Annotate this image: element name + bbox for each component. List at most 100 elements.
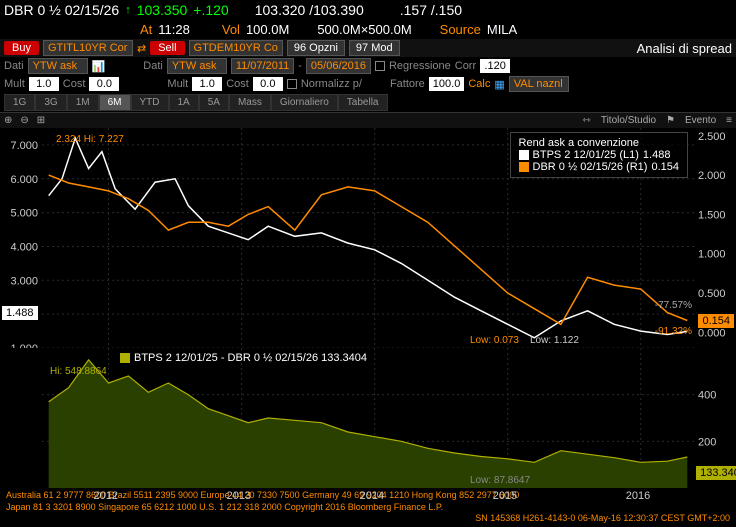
calc-label[interactable]: Calc [468, 78, 490, 90]
pct-2: -91.32% [655, 326, 692, 337]
flag-icon[interactable]: ⚑ [666, 115, 675, 126]
svg-text:6.000: 6.000 [10, 174, 38, 186]
svg-text:7.000: 7.000 [10, 140, 38, 152]
swap-icon[interactable]: ⇄ [137, 42, 146, 55]
svg-text:0.500: 0.500 [698, 288, 726, 300]
tab-1m[interactable]: 1M [67, 94, 99, 111]
mod-button[interactable]: 97 Mod [349, 40, 400, 56]
chart-mini-icon[interactable]: 📊 [92, 60, 106, 73]
svg-text:3.000: 3.000 [10, 275, 38, 287]
fattore-label: Fattore [390, 78, 425, 90]
val-naznl-input[interactable]: VAL naznl [509, 76, 569, 92]
legend-label-2: DBR 0 ½ 02/15/26 (R1) [533, 161, 648, 173]
svg-text:2.000: 2.000 [698, 170, 726, 182]
source-value: MILA [487, 22, 517, 37]
titolo-studio-link[interactable]: Titolo/Studio [601, 115, 656, 126]
mult-input-1[interactable]: 1.0 [29, 77, 59, 91]
chart-container: 7.000 6.000 5.000 4.000 3.000 2.000 1.000 2.500… [0, 128, 736, 488]
cost-input-1[interactable]: 0.0 [89, 77, 119, 91]
legend-title: Rend ask a convenzione [519, 137, 679, 149]
toolbar-icon-0[interactable]: ⊕ [4, 115, 12, 126]
tab-1g[interactable]: 1G [4, 94, 35, 111]
yield-spread: .157 /.150 [400, 2, 462, 18]
vol-value: 100.0M [246, 22, 289, 37]
tab-5a[interactable]: 5A [199, 94, 229, 111]
right-value-badge: 0.154 [698, 314, 734, 328]
tab-giornaliero[interactable]: Giornaliero [271, 94, 338, 111]
ytw-input-2[interactable]: YTW ask [167, 58, 227, 74]
tab-3g[interactable]: 3G [35, 94, 66, 111]
footer-line-2: Japan 81 3 3201 8900 Singapore 65 6212 1… [6, 502, 730, 514]
buy-ticker-input[interactable]: GTITL10YR Cor [43, 40, 133, 56]
svg-text:4.000: 4.000 [10, 241, 38, 253]
timeframe-tabs: 1G3G1M6MYTD1A5AMassGiornalieroTabella [0, 93, 736, 113]
regression-checkbox[interactable] [375, 61, 385, 71]
footer-line-3: SN 145368 H261-4143-0 06-May-16 12:30:37… [6, 513, 730, 525]
buy-button[interactable]: Buy [4, 41, 39, 55]
legend-value-2: 0.154 [651, 161, 679, 173]
tab-1a[interactable]: 1A [169, 94, 199, 111]
last-price: 103.350 [137, 2, 188, 18]
calc-icon[interactable]: ▦ [494, 78, 504, 91]
xaxis-label: 2016 [626, 490, 650, 502]
dati-label-1: Dati [4, 60, 24, 72]
xaxis-label: 2012 [94, 490, 118, 502]
options-button[interactable]: 96 Opzni [287, 40, 345, 56]
ytw-input-1[interactable]: YTW ask [28, 58, 88, 74]
svg-text:1.000: 1.000 [698, 249, 726, 261]
cost-label-2: Cost [226, 78, 249, 90]
tab-6m[interactable]: 6M [99, 94, 131, 111]
corr-label: Corr [455, 60, 476, 72]
xaxis-label: 2014 [360, 490, 384, 502]
toolbar-icon-1[interactable]: ⊖ [20, 115, 28, 126]
spread-legend: BTPS 2 12/01/25 - DBR 0 ½ 02/15/26 133.3… [120, 352, 367, 364]
toolbar-icon-2[interactable]: ⊞ [37, 115, 45, 126]
spread-low: Low: 87.8647 [470, 475, 530, 486]
sell-ticker-input[interactable]: GTDEM10YR Co [189, 40, 283, 56]
legend-swatch-2 [519, 162, 529, 172]
ticker-symbol: DBR 0 ½ 02/15/26 [4, 2, 119, 18]
xaxis-label: 2015 [493, 490, 517, 502]
svg-text:400: 400 [698, 390, 716, 402]
tab-tabella[interactable]: Tabella [338, 94, 388, 111]
price-change: +.120 [193, 2, 228, 18]
svg-text:2.500: 2.500 [698, 131, 726, 143]
source-label: Source [440, 22, 481, 37]
normalize-checkbox[interactable] [287, 79, 297, 89]
price-chart[interactable]: 7.000 6.000 5.000 4.000 3.000 2.000 1.000 2.500… [0, 128, 736, 348]
svg-text:0.000: 0.000 [698, 327, 726, 339]
sell-button[interactable]: Sell [150, 41, 184, 55]
date-to-input[interactable]: 05/06/2016 [306, 58, 371, 74]
cost-input-2[interactable]: 0.0 [253, 77, 283, 91]
evento-link[interactable]: Evento [685, 115, 716, 126]
corr-value: .120 [480, 59, 510, 73]
spread-hi: Hi: 548.8864 [50, 366, 107, 377]
mult-label-2: Mult [167, 78, 188, 90]
tab-mass[interactable]: Mass [229, 94, 271, 111]
low-white-annotation: Low: 1.122 [530, 335, 579, 346]
fattore-input[interactable]: 100.0 [429, 77, 465, 91]
date-from-input[interactable]: 11/07/2011 [231, 58, 294, 74]
hi-annotation: 2.324 Hi: 7.227 [56, 134, 124, 145]
page-title: Analisi di spread [637, 41, 732, 56]
svg-text:1.500: 1.500 [698, 209, 726, 221]
spread-swatch [120, 353, 130, 363]
vol-range: 500.0M×500.0M [317, 22, 411, 37]
left-value-badge: 1.488 [2, 306, 38, 320]
xaxis-label: 2013 [227, 490, 251, 502]
spread-legend-label: BTPS 2 12/01/25 - DBR 0 ½ 02/15/26 133.3… [134, 352, 367, 364]
cost-label-1: Cost [63, 78, 86, 90]
normalize-label: Normalizz p/ [301, 78, 362, 90]
chart-legend: Rend ask a convenzione BTPS 2 12/01/25 (… [510, 132, 688, 178]
svg-text:200: 200 [698, 436, 716, 448]
arrows-icon[interactable]: ⇿ [582, 115, 590, 126]
spread-value-badge: 133.3404 [696, 466, 736, 480]
mult-input-2[interactable]: 1.0 [192, 77, 222, 91]
price-arrow-icon: ↑ [125, 4, 131, 16]
tab-ytd[interactable]: YTD [131, 94, 169, 111]
legend-label-1: BTPS 2 12/01/25 (L1) [533, 149, 639, 161]
svg-text:5.000: 5.000 [10, 208, 38, 220]
legend-swatch-1 [519, 150, 529, 160]
options-icon[interactable]: ≡ [726, 115, 732, 126]
spread-chart[interactable]: 400 200 BTPS 2 12/01/25 - DBR 0 ½ 02/15/2… [0, 348, 736, 488]
